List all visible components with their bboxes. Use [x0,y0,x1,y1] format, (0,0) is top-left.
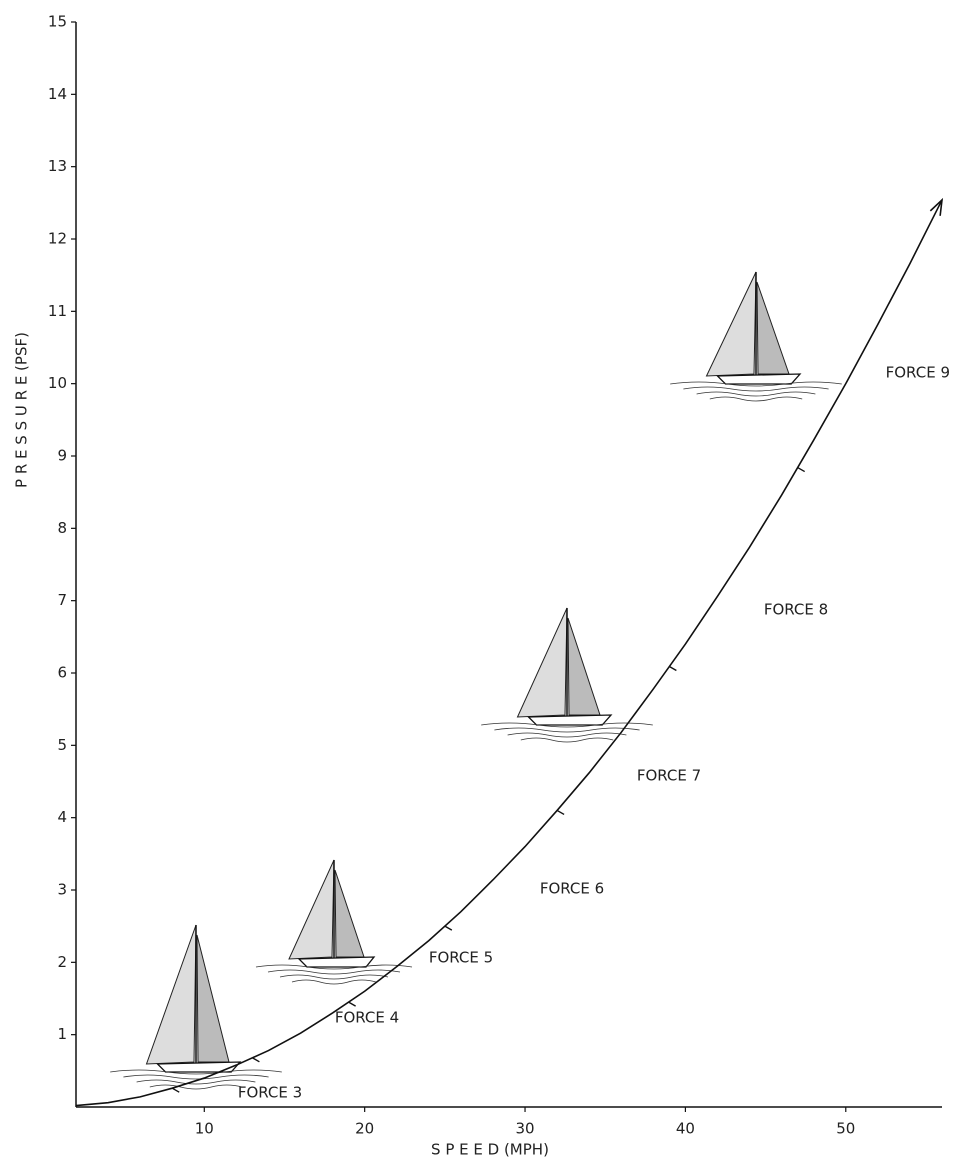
force-boundary-tick [798,468,805,472]
hull [158,1062,241,1072]
y-tick-label: 13 [48,157,67,175]
sail [289,860,334,959]
x-axis-title: S P E E D (MPH) [431,1141,549,1159]
force-boundary-tick [349,1002,356,1006]
wave [123,1075,268,1079]
wave [697,392,816,396]
sail [335,870,364,957]
y-tick-label: 6 [57,664,67,682]
sail [518,608,568,717]
wave [150,1085,242,1089]
force-label: FORCE 7 [637,767,701,785]
y-tick-label: 9 [57,447,67,465]
wave [292,980,376,984]
wave [494,728,639,732]
wave [280,975,388,979]
wave [521,738,613,742]
x-tick-label: 20 [355,1120,374,1138]
y-tick-label: 11 [48,302,67,320]
y-axis-title: P R E S S U R E (PSF) [13,332,31,488]
y-tick-label: 8 [57,519,67,537]
wave [508,733,627,737]
y-tick-label: 3 [57,881,67,899]
sail [757,282,789,374]
y-tick-label: 2 [57,953,67,971]
chart: S P E E D (MPH) P R E S S U R E (PSF) 12… [0,0,964,1164]
y-tick-label: 10 [48,374,67,392]
wave [710,397,802,401]
force-label: FORCE 8 [764,601,828,619]
hull [299,957,374,967]
arrowhead [930,200,942,216]
force-boundary-tick [445,926,452,930]
x-tick-label: 50 [836,1120,855,1138]
hull [718,374,801,384]
x-tick-label: 30 [515,1120,534,1138]
force-label: FORCE 3 [238,1084,302,1102]
y-tick-label: 1 [57,1025,67,1043]
force-boundary-tick [669,666,676,670]
y-tick-label: 12 [48,230,67,248]
x-tick-label: 40 [676,1120,695,1138]
wave [683,387,828,391]
y-tick-label: 7 [57,591,67,609]
hull [529,715,612,725]
wave [268,970,400,974]
y-tick-label: 15 [48,13,67,31]
y-tick-label: 5 [57,736,67,754]
force-boundary-tick [557,810,564,814]
force-label: FORCE 4 [335,1009,399,1027]
x-tick-label: 10 [195,1120,214,1138]
force-boundary-tick [252,1058,259,1062]
sail [568,618,600,715]
sail [147,925,197,1064]
sail [197,935,229,1062]
y-tick-label: 4 [57,808,67,826]
y-tick-label: 14 [48,85,67,103]
force-label: FORCE 5 [429,949,493,967]
page: S P E E D (MPH) P R E S S U R E (PSF) 12… [0,0,964,1164]
force-label: FORCE 6 [540,880,604,898]
force-label: FORCE 9 [886,364,950,382]
sail [707,272,757,376]
force-boundary-tick [172,1088,179,1092]
